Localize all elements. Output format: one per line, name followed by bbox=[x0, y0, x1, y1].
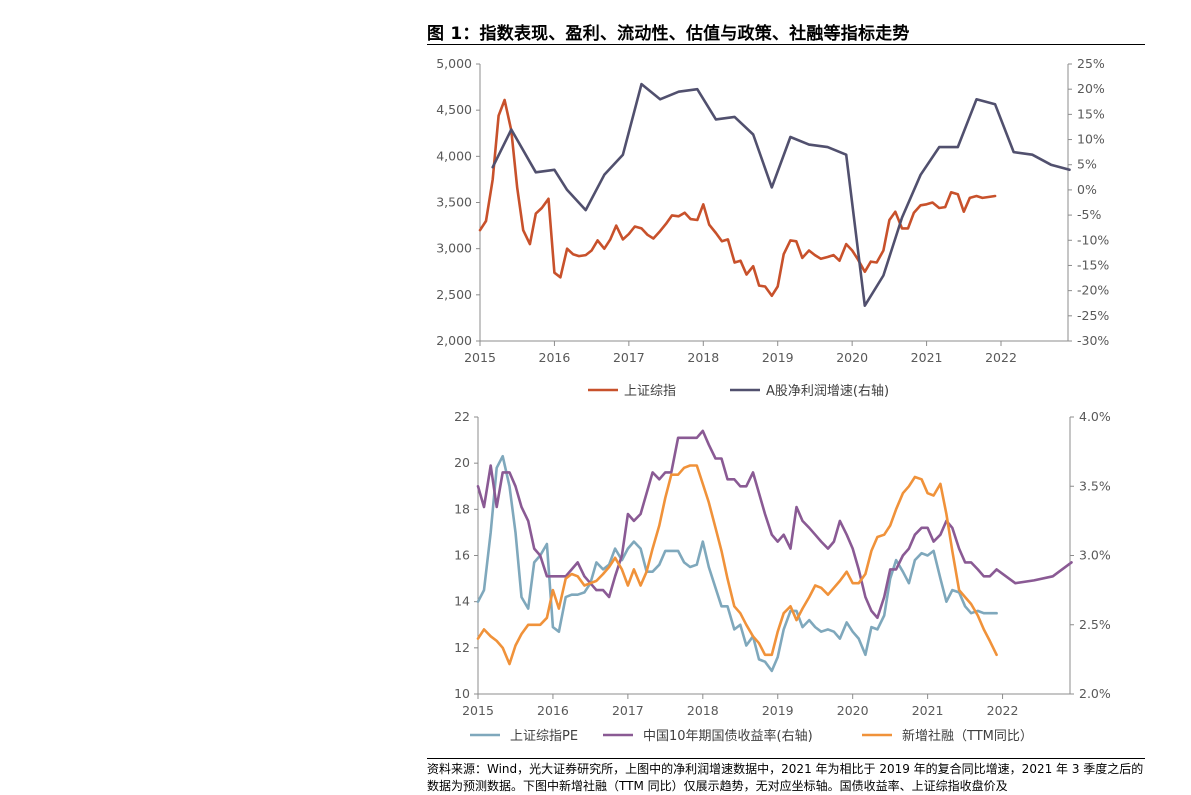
y-right-tick-label: -20% bbox=[1077, 283, 1109, 298]
y-left-tick-label: 12 bbox=[454, 640, 470, 655]
y-right-tick-label: 3.0% bbox=[1079, 548, 1111, 563]
y-right-tick-label: 2.0% bbox=[1079, 686, 1111, 701]
y-left-tick-label: 3,000 bbox=[436, 241, 472, 256]
y-right-tick-label: 3.5% bbox=[1079, 478, 1111, 493]
y-left-tick-label: 2,500 bbox=[436, 287, 472, 302]
y-left-tick-label: 20 bbox=[454, 455, 470, 470]
legend-label-2: A股净利润增速(右轴) bbox=[766, 384, 889, 399]
x-tick-label: 2016 bbox=[537, 703, 569, 718]
y-left-tick-label: 5,000 bbox=[436, 56, 472, 71]
y-left-tick-label: 3,500 bbox=[436, 195, 472, 210]
y-right-tick-label: 4.0% bbox=[1079, 409, 1111, 424]
x-tick-label: 2022 bbox=[985, 350, 1017, 365]
x-tick-label: 2018 bbox=[687, 703, 719, 718]
x-tick-label: 2020 bbox=[836, 350, 868, 365]
y-left-tick-label: 16 bbox=[454, 548, 470, 563]
y-right-tick-label: -10% bbox=[1077, 232, 1109, 247]
x-tick-label: 2016 bbox=[539, 350, 571, 365]
source-rule bbox=[427, 758, 1145, 759]
source-note: 资料来源：Wind，光大证券研究所，上图中的净利润增速数据中，2021 年为相比… bbox=[427, 762, 1144, 793]
series-line-1 bbox=[476, 454, 998, 673]
y-right-tick-label: 5% bbox=[1077, 157, 1097, 172]
y-right-tick-label: 15% bbox=[1077, 106, 1105, 121]
series-line-1 bbox=[478, 98, 997, 298]
x-tick-label: 2020 bbox=[837, 703, 869, 718]
x-tick-label: 2021 bbox=[912, 703, 944, 718]
x-tick-label: 2019 bbox=[762, 350, 794, 365]
y-right-tick-label: 0% bbox=[1077, 182, 1097, 197]
y-right-tick-label: -15% bbox=[1077, 257, 1109, 272]
y-left-tick-label: 10 bbox=[454, 686, 470, 701]
y-right-tick-label: 25% bbox=[1077, 56, 1105, 71]
y-left-tick-label: 4,000 bbox=[436, 148, 472, 163]
y-left-tick-label: 14 bbox=[454, 594, 470, 609]
x-tick-label: 2017 bbox=[613, 350, 645, 365]
chart-1: 2,000 2,500 3,000 3,500 4,000 4,500 5,000 -30% -… bbox=[436, 56, 1109, 399]
x-tick-label: 2022 bbox=[987, 703, 1019, 718]
y-left-tick-label: 22 bbox=[454, 409, 470, 424]
legend-label-2: 中国10年期国债收益率(右轴) bbox=[643, 728, 813, 744]
y-left-tick-label: 2,000 bbox=[436, 333, 472, 348]
figure-title: 图 1：指数表现、盈利、流动性、估值与政策、社融等指标走势 bbox=[427, 24, 910, 44]
series-line-2 bbox=[476, 429, 1073, 620]
y-right-tick-label: 20% bbox=[1077, 81, 1105, 96]
legend-label-1: 上证综指 bbox=[624, 384, 676, 399]
x-tick-label: 2019 bbox=[762, 703, 794, 718]
x-tick-label: 2015 bbox=[462, 703, 494, 718]
y-right-tick-label: -25% bbox=[1077, 308, 1109, 323]
series-line-2 bbox=[491, 82, 1071, 308]
y-right-tick-label: 2.5% bbox=[1079, 617, 1111, 632]
y-left-tick-label: 4,500 bbox=[436, 102, 472, 117]
title-rule bbox=[427, 44, 1145, 45]
y-right-tick-label: -5% bbox=[1077, 207, 1101, 222]
legend-label-1: 上证综指PE bbox=[510, 729, 578, 744]
x-tick-label: 2015 bbox=[464, 350, 496, 365]
x-tick-label: 2018 bbox=[687, 350, 719, 365]
series-line-3 bbox=[476, 464, 998, 666]
x-tick-label: 2021 bbox=[911, 350, 943, 365]
x-tick-label: 2017 bbox=[612, 703, 644, 718]
y-left-tick-label: 18 bbox=[454, 501, 470, 516]
y-right-tick-label: 10% bbox=[1077, 132, 1105, 147]
y-right-tick-label: -30% bbox=[1077, 333, 1109, 348]
legend-label-3: 新增社融（TTM同比） bbox=[902, 728, 1033, 744]
